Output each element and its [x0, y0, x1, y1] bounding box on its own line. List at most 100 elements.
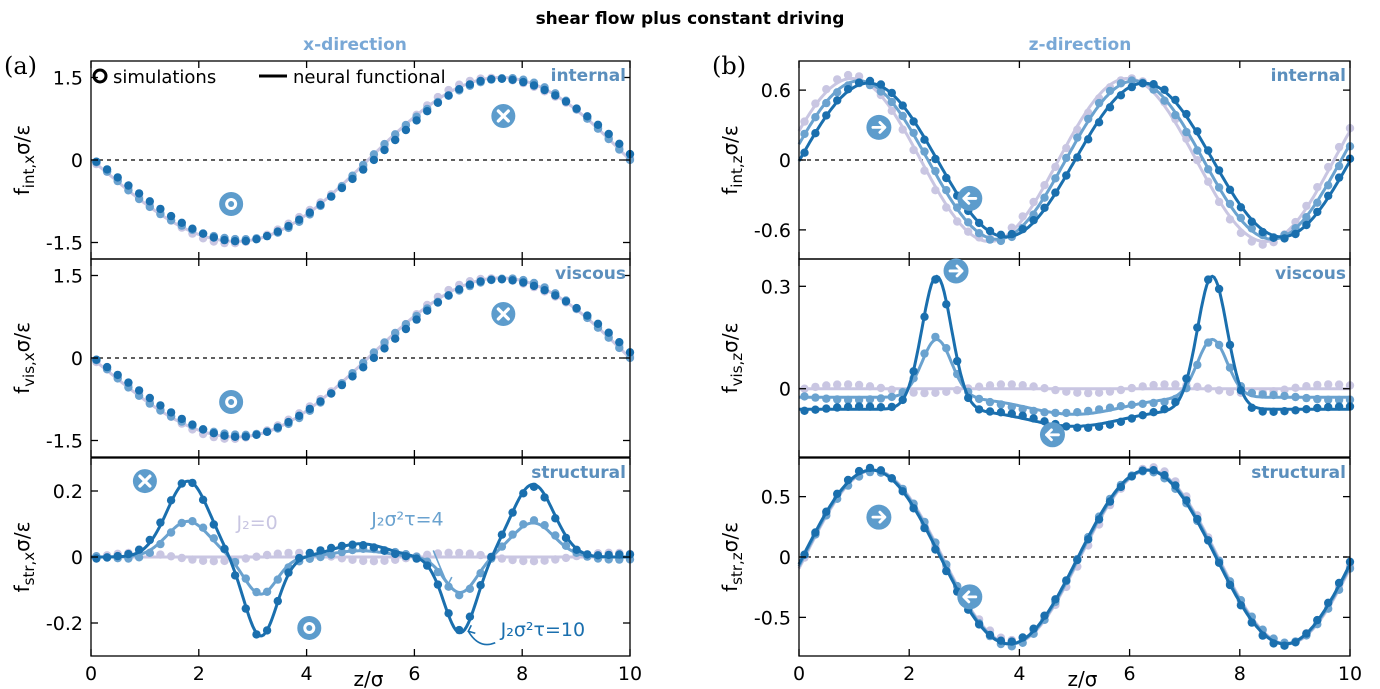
simulation-point-j10-a2 — [412, 315, 421, 324]
simulation-point-j0-a3 — [359, 556, 368, 566]
simulation-point-j4-b2 — [974, 394, 984, 404]
simulation-point-j0-b2 — [1127, 383, 1137, 393]
simulation-point-j10-a1 — [156, 204, 165, 214]
simulation-point-j10-b1 — [1258, 227, 1267, 237]
simulation-point-j10-a1 — [262, 231, 272, 241]
simulation-point-j0-b2 — [1040, 384, 1049, 393]
y-axis-label-a1: fint,xσ/ε — [10, 125, 38, 195]
simulation-point-j4-b1 — [1127, 76, 1137, 85]
simulation-point-j10-a1 — [124, 181, 133, 190]
simulation-point-j4-b2 — [1324, 395, 1333, 404]
simulation-point-j10-b2 — [1007, 409, 1016, 418]
simulation-point-j10-a2 — [401, 324, 411, 334]
simulation-point-j0-a3 — [444, 548, 453, 557]
simulation-point-j10-a2 — [262, 427, 272, 436]
simulation-point-j0-a3 — [529, 557, 539, 566]
simulation-point-j0-b1 — [1073, 125, 1082, 134]
simulation-point-j10-a2 — [519, 278, 528, 287]
column-heading-z: z-direction — [1029, 35, 1132, 55]
simulation-point-j0-b1 — [1236, 228, 1246, 238]
simulation-point-j10-a3 — [529, 482, 539, 491]
simulation-point-j10-b3 — [1149, 466, 1158, 475]
y-axis-label-b3: fstr,zσ/ε — [718, 522, 746, 592]
simulation-point-j0-b2 — [1116, 385, 1126, 395]
simulation-point-j10-b3 — [1029, 624, 1038, 633]
simulation-point-j10-a1 — [113, 173, 122, 182]
simulation-point-j4-b2 — [1313, 394, 1322, 404]
simulation-point-j10-b1 — [1291, 229, 1300, 239]
simulation-point-j10-a2 — [615, 338, 624, 347]
simulation-point-j10-b1 — [898, 101, 907, 110]
simulation-point-j4-b1 — [1084, 114, 1093, 124]
simulation-point-j10-a2 — [188, 420, 197, 429]
simulation-point-j4-a2 — [380, 338, 389, 347]
simulation-point-j4-b2 — [1051, 408, 1060, 418]
simulation-point-j10-a3 — [615, 550, 624, 559]
simulation-point-j10-a2 — [465, 280, 475, 289]
simulation-point-j10-a3 — [476, 581, 485, 590]
direction-icon-left-b3-arrow — [962, 590, 978, 604]
simulation-point-j0-b1 — [833, 75, 842, 84]
simulation-point-j0-b2 — [865, 382, 875, 391]
simulation-point-j10-b2 — [1204, 275, 1213, 284]
simulation-point-j4-b2 — [1094, 405, 1104, 414]
direction-icon-out-a1 — [219, 192, 244, 216]
simulation-point-j4-b2 — [1018, 404, 1027, 414]
simulation-point-j0-b1 — [942, 203, 951, 212]
simulation-point-j4-b1 — [898, 111, 907, 121]
simulation-point-j0-b1 — [909, 145, 918, 155]
simulation-point-j10-b1 — [1051, 188, 1060, 197]
direction-icon-right-b3 — [866, 504, 892, 530]
simulation-point-j10-a2 — [230, 432, 240, 441]
simulation-point-j10-a2 — [327, 389, 336, 398]
simulation-point-j0-b1 — [887, 106, 896, 116]
simulation-point-j10-b2 — [1324, 402, 1333, 412]
simulation-point-j10-a1 — [476, 76, 485, 86]
simulation-point-j4-b2 — [1160, 397, 1169, 407]
xtick-label-a3: 6 — [408, 663, 420, 685]
ytick-label-b3: -0.5 — [754, 607, 791, 629]
direction-icon-in-a3 — [132, 469, 157, 494]
simulation-point-j10-b3 — [920, 523, 929, 533]
simulation-point-j10-b2 — [854, 402, 864, 411]
simulation-point-j0-b2 — [887, 385, 896, 394]
simulation-point-j10-b2 — [1018, 411, 1027, 420]
simulation-point-j0-b1 — [1029, 197, 1038, 207]
simulation-point-j10-b1 — [887, 88, 896, 98]
simulation-point-j4-b1 — [800, 129, 809, 139]
simulation-point-j10-a3 — [273, 596, 282, 606]
simulation-point-j10-b1 — [843, 85, 853, 94]
simulation-point-j10-b1 — [1225, 185, 1235, 194]
simulation-point-j10-a2 — [561, 297, 571, 306]
simulation-point-j10-a2 — [572, 303, 581, 313]
simulation-point-j10-a2 — [476, 277, 485, 286]
simulation-point-j4-b1 — [1062, 153, 1071, 163]
ytick-label-b1: 0.6 — [761, 80, 791, 102]
simulation-point-j0-b1 — [1051, 162, 1060, 172]
xtick-label-b3: 4 — [1013, 663, 1025, 685]
simulation-point-j10-b2 — [1280, 407, 1289, 416]
simulation-point-j10-b3 — [985, 630, 995, 640]
simulation-point-j10-a1 — [241, 236, 250, 246]
simulation-point-j10-b1 — [1280, 234, 1289, 243]
simulation-point-j10-b1 — [1040, 203, 1049, 212]
ytick-label-b1: -0.6 — [754, 220, 791, 242]
ytick-label-a3: -0.2 — [46, 613, 83, 635]
simulation-point-j4-a3 — [465, 584, 475, 593]
simulation-point-j4-b1 — [887, 97, 896, 107]
simulation-point-j10-a2 — [455, 285, 464, 294]
annotation-j10-arrow — [467, 630, 496, 646]
simulation-point-j10-a3 — [561, 533, 571, 543]
simulation-point-j10-a3 — [209, 520, 218, 529]
simulation-point-j0-a3 — [166, 552, 176, 561]
simulation-point-j10-b2 — [1236, 386, 1246, 395]
simulation-point-j4-b1 — [1040, 193, 1049, 202]
simulation-point-j10-a3 — [433, 580, 443, 589]
simulation-point-j10-a2 — [124, 378, 133, 387]
simulation-point-j10-a2 — [551, 291, 560, 300]
simulation-point-j4-a3 — [540, 521, 549, 530]
direction-icon-left-b1 — [957, 185, 983, 211]
simulation-point-j4-a3 — [529, 516, 539, 525]
simulation-point-j10-b1 — [931, 154, 940, 164]
simulation-point-j10-b2 — [800, 406, 809, 415]
